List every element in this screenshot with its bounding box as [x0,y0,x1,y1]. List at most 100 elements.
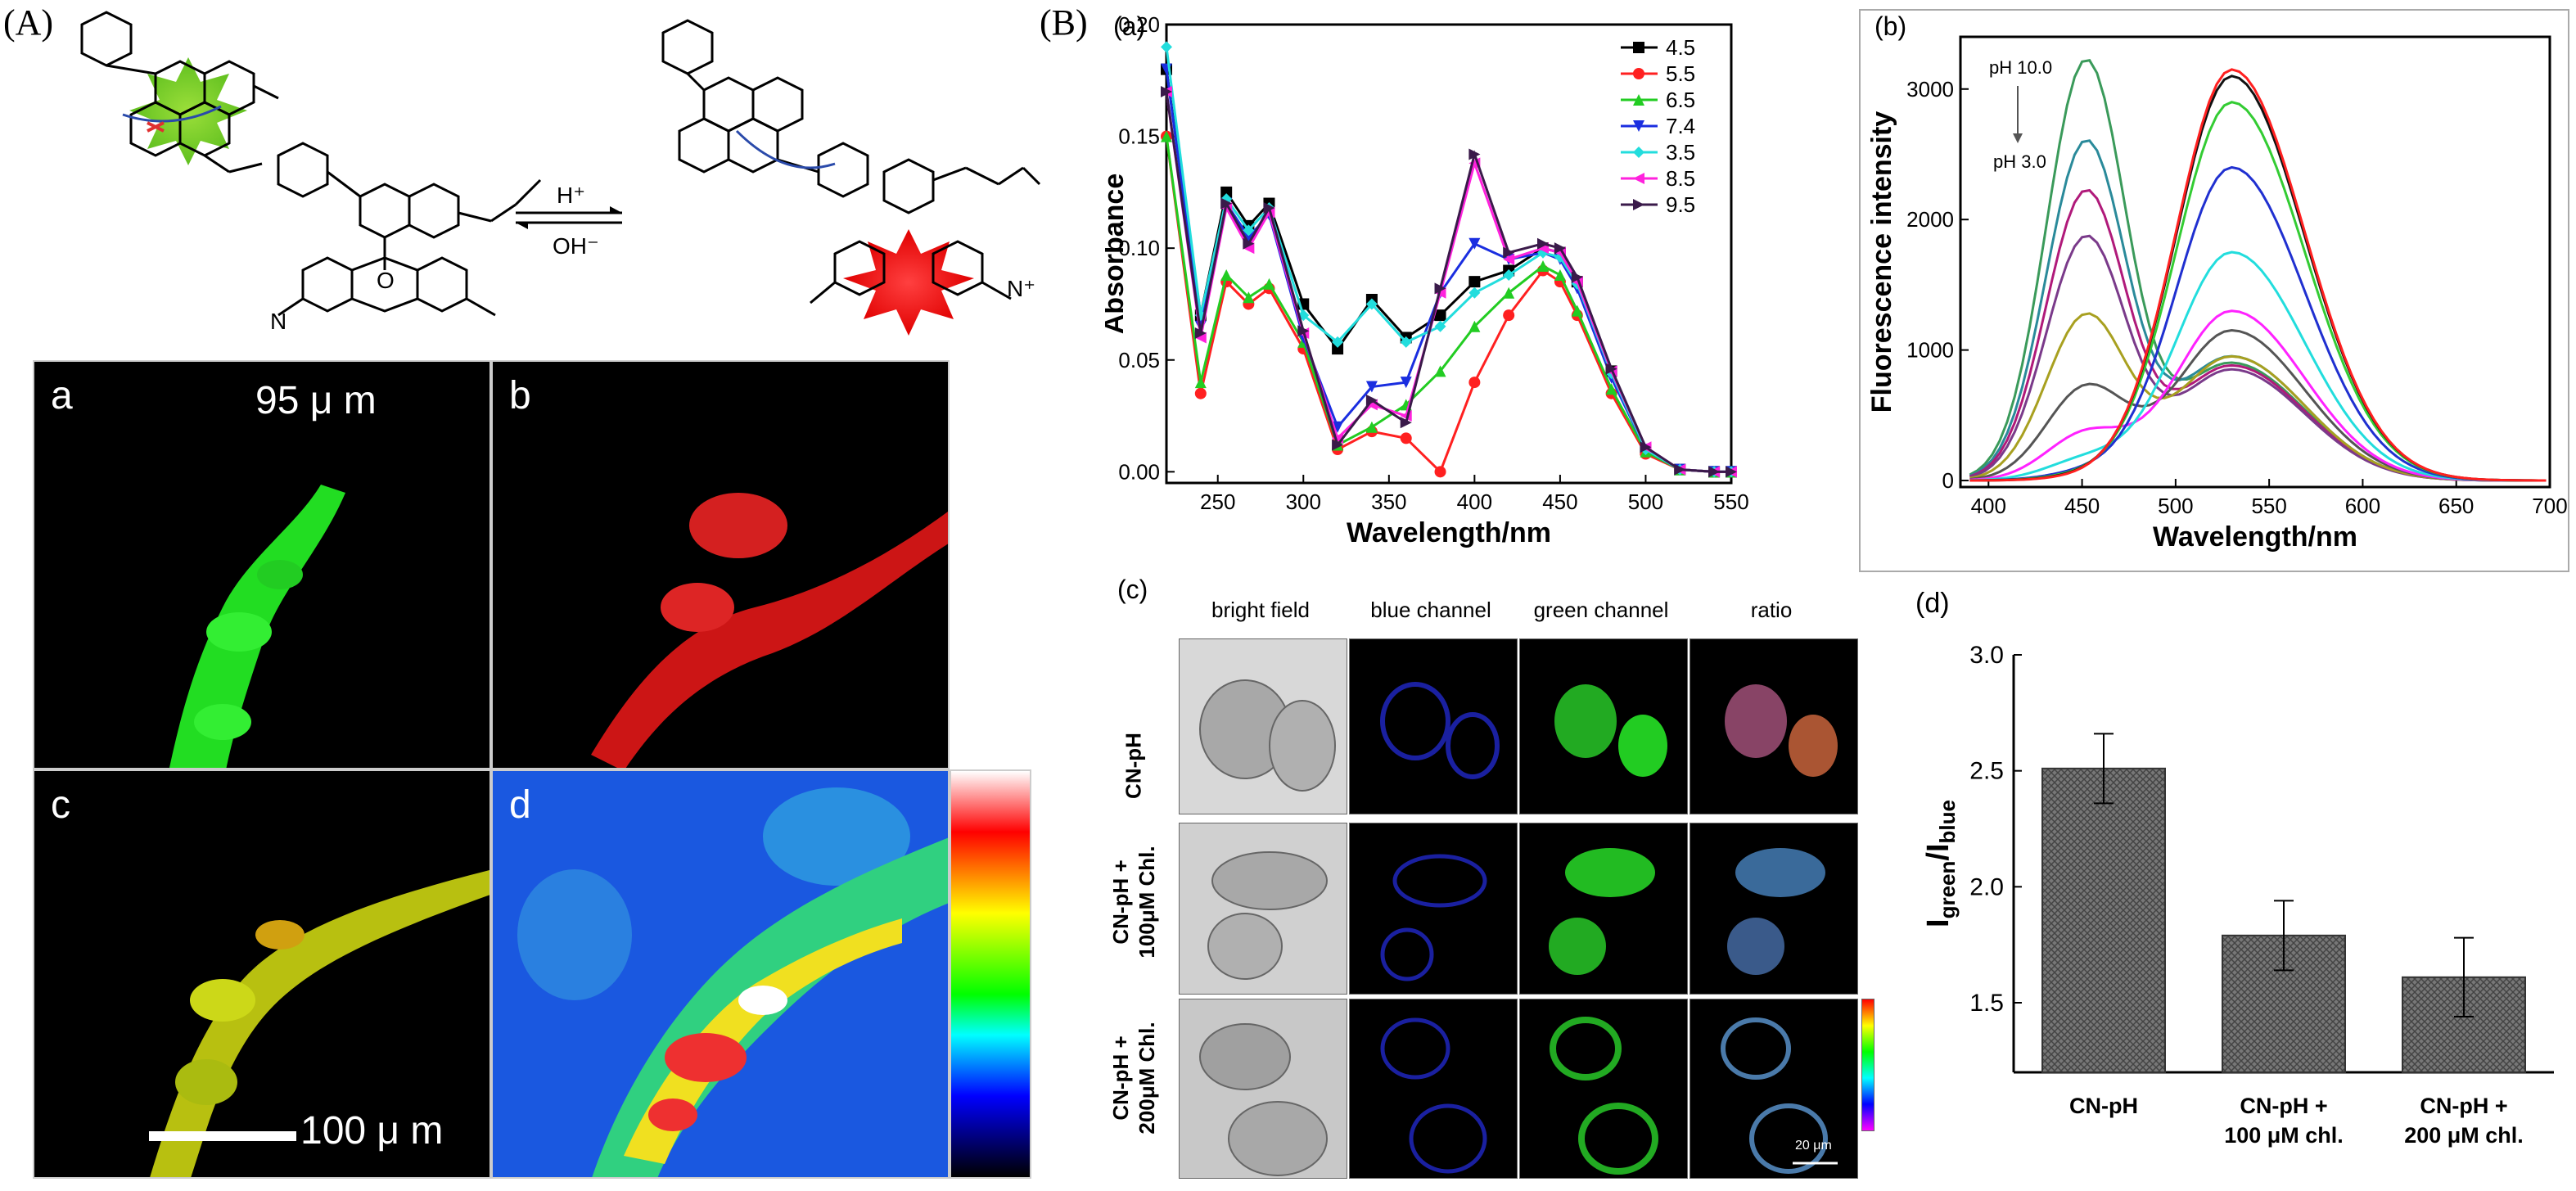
cell-r3-green [1519,999,1688,1179]
bar-category-label: CN-pH + [2240,1094,2327,1118]
abs-point [1220,186,1233,198]
fl-ytick-label: 0 [1942,468,1954,493]
absorbance-chart: 0.00 0.05 0.10 0.15 0.20 250 300 350 400 450 500 55… [1105,16,1749,548]
panel-b-label: (B) [1040,2,1088,43]
color-scale-bar [950,769,1031,1179]
panel-b-sub-c: (c) [1117,575,1148,604]
abs-point [1554,268,1566,281]
abs-point [1365,421,1378,433]
cell-r1-blue [1349,638,1518,814]
abs-point [1194,332,1207,344]
bar-category-label: 100 μM chl. [2224,1123,2344,1148]
abs-point [1633,173,1644,184]
cell-r1-green [1519,638,1688,814]
cell-scale-text: 20 μm [1795,1139,1832,1153]
abs-ylabel: Absorbance [1105,174,1130,335]
fl-series-line [1969,59,2547,482]
abs-legend-label: 3.5 [1666,140,1695,165]
micro-b-tag: b [509,374,531,417]
abs-xlabel: Wavelength/nm [1347,517,1551,548]
fl-xlabel: Wavelength/nm [2153,521,2357,553]
fl-outer-frame [1859,9,2569,572]
fl-series-line [1969,74,2547,482]
abs-point [1332,336,1344,348]
abs-point [1633,94,1644,106]
fl-annotation-bottom: pH 3.0 [1993,151,2046,172]
col-head-bright: bright field [1211,598,1310,622]
abs-point [1605,363,1617,375]
green-cells [169,485,345,768]
bar-ytick-label: 1.5 [1969,990,2004,1017]
fl-xtick-label: 550 [2251,494,2286,518]
abs-xtick-label: 500 [1628,489,1663,514]
cell-r1-ratio [1690,638,1858,814]
atom-n-label: N [270,309,286,334]
abs-point [1605,383,1617,395]
abs-point [1571,305,1583,317]
abs-point [1640,441,1652,453]
abs-point [1365,298,1378,310]
abs-legend-label: 4.5 [1666,35,1695,60]
abs-ytick-label: 0.15 [1118,124,1160,149]
fl-ytick-label: 1000 [1906,338,1954,363]
abs-point [1434,309,1446,322]
bar-category-label: 200 μM chl. [2404,1123,2524,1148]
abs-point [1468,286,1481,299]
abs-xtick-label: 450 [1542,489,1577,514]
abs-point [1161,41,1172,53]
abs-plot-frame [1165,23,1733,485]
reaction-backward-label: OH⁻ [553,233,599,259]
panel-b-sub-d: (d) [1915,588,1950,619]
abs-legend-label: 7.4 [1666,114,1695,138]
row-head-3: CN-pH + 200μM Chl. [1108,1022,1159,1135]
fl-xtick-label: 650 [2438,494,2474,518]
abs-point [1708,466,1721,478]
abs-point [1400,336,1412,348]
abs-point [1503,309,1515,322]
fl-xtick-label: 400 [1971,494,2006,518]
fl-ytick-label: 3000 [1906,77,1954,102]
abs-point [1633,147,1644,158]
fl-ytick-label: 2000 [1906,207,1954,232]
abs-ytick-label: 0.10 [1118,236,1160,260]
abs-point [1220,268,1233,281]
micro-panel-d: d [491,769,950,1179]
abs-ytick-label: 0.00 [1118,459,1160,484]
abs-point [1503,253,1515,265]
bar-ylabel-part: I [1921,918,1956,927]
fl-xtick-label: 600 [2345,494,2380,518]
fl-plot-frame [1959,35,2551,489]
abs-point [1297,309,1310,322]
abs-series-line [1165,69,1731,473]
micro-d-tag: d [509,783,531,827]
bar-category-label: CN-pH + [2420,1094,2507,1118]
abs-point [1243,242,1255,255]
abs-point [1194,327,1207,339]
abs-xtick-label: 350 [1371,489,1406,514]
abs-point [1243,231,1255,243]
abs-xtick-label: 550 [1713,489,1748,514]
abs-point [1194,377,1207,389]
bar-ytick-label: 3.0 [1969,642,2004,669]
cell-r2-blue [1349,823,1518,995]
abs-point [1243,237,1255,250]
abs-legend-label: 8.5 [1666,166,1695,191]
ratio-map [493,771,948,1177]
abs-point [1400,432,1412,444]
merged-cells [150,870,489,1177]
abs-point [1434,466,1446,478]
abs-point [1332,343,1344,355]
abs-point [1194,387,1207,399]
abs-point [1537,260,1549,273]
atom-nplus-label: N⁺ [1007,276,1035,301]
red-cells [591,493,948,768]
panel-a-label: (A) [3,2,54,43]
abs-point [1332,439,1344,451]
abs-point [1243,224,1255,237]
abs-point [1220,197,1233,210]
fluorescence-chart: 0 1000 2000 3000 400 450 500 550 600 650 700 Wavele… [1859,9,2569,572]
abs-point [1633,68,1644,79]
abs-point [1554,246,1566,259]
cell-r3-ratio: 20 μm [1690,999,1858,1179]
abs-point [1468,276,1481,288]
